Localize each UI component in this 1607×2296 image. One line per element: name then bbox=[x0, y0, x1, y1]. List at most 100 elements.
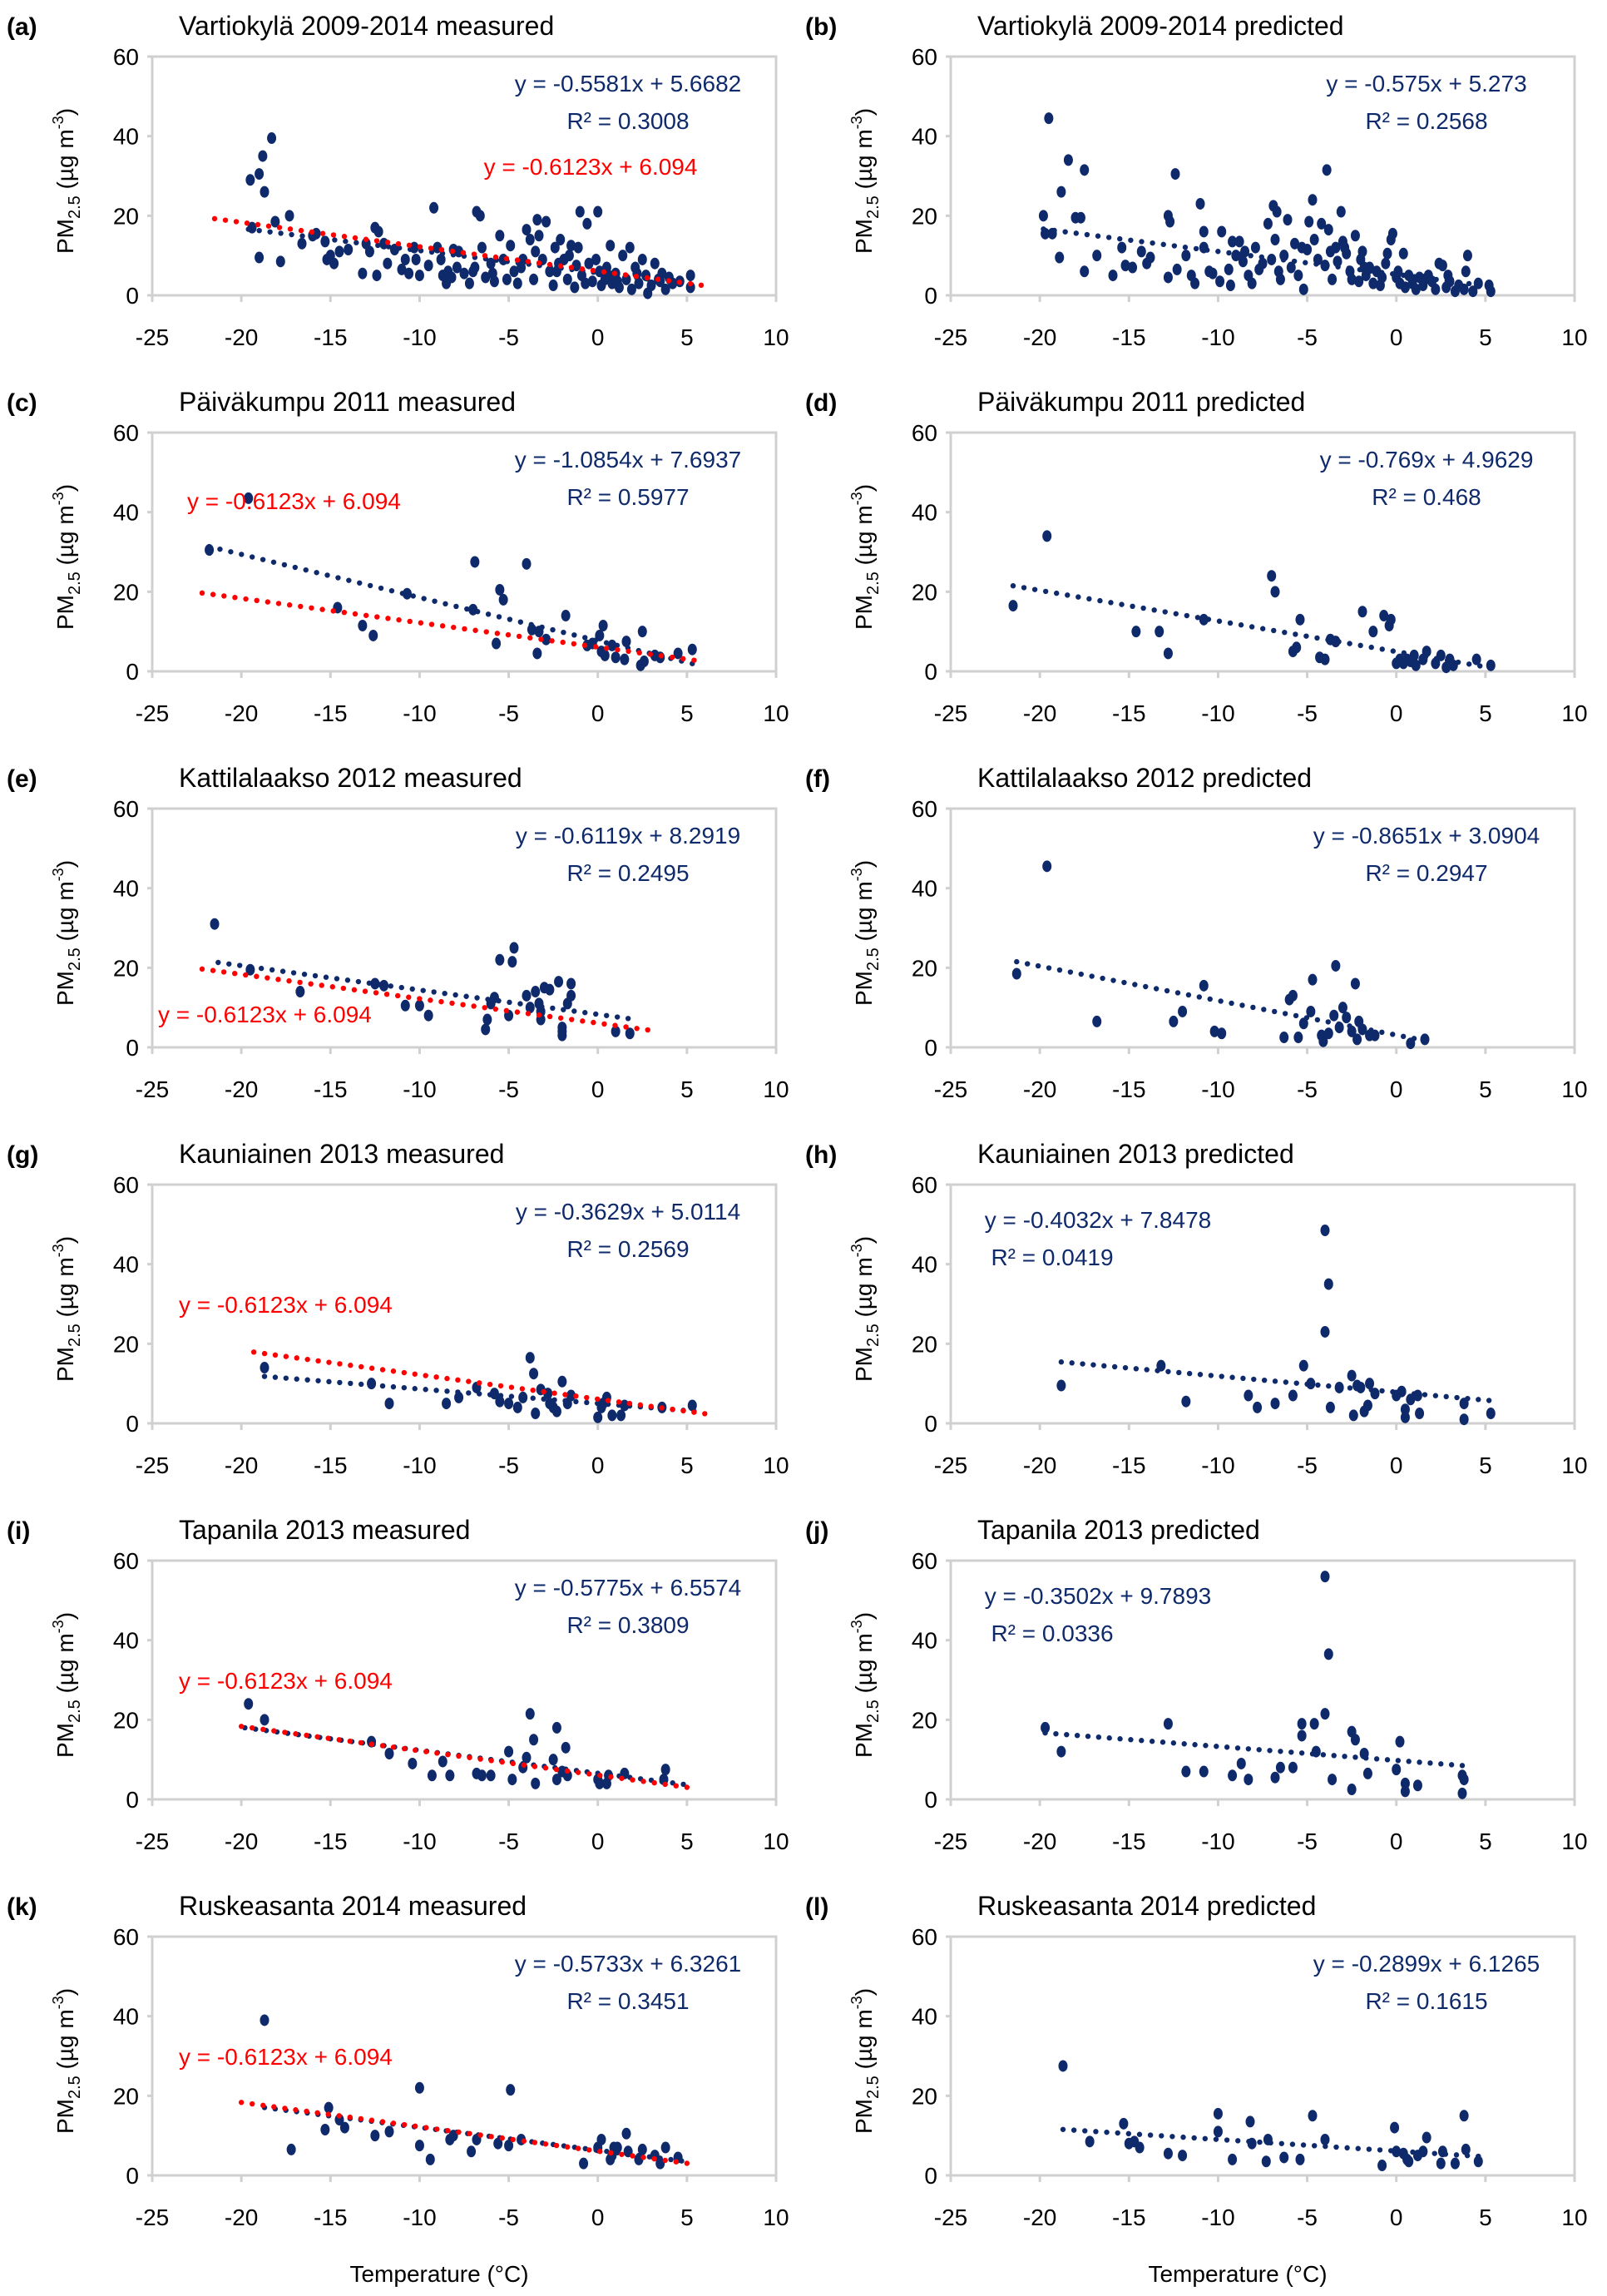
data-point bbox=[1386, 613, 1396, 626]
trendline-dot bbox=[1283, 1379, 1289, 1385]
trendline-dot bbox=[1207, 996, 1213, 1002]
trendline-dot bbox=[321, 235, 327, 242]
fit-equation: y = -0.3629x + 5.0114 bbox=[516, 1199, 740, 1225]
data-point bbox=[612, 2141, 622, 2154]
reference-trendline-dot bbox=[514, 257, 521, 263]
data-point bbox=[1457, 1787, 1467, 1799]
fit-equation: y = -0.3502x + 9.7893 bbox=[985, 1583, 1211, 1609]
data-point bbox=[275, 255, 285, 268]
data-point bbox=[1293, 270, 1303, 282]
data-point bbox=[1411, 283, 1421, 295]
x-tick-label: -20 bbox=[225, 700, 258, 726]
trendline-dot bbox=[412, 1386, 418, 1392]
data-point bbox=[1279, 2151, 1289, 2164]
trendline-dot bbox=[245, 226, 251, 232]
reference-trendline-dot bbox=[492, 1006, 498, 1012]
x-tick-label: -15 bbox=[1112, 1452, 1145, 1478]
trendline-dot bbox=[582, 635, 588, 641]
reference-trendline-dot bbox=[532, 2140, 538, 2145]
reference-trendline-dot bbox=[586, 2147, 592, 2153]
reference-trendline-dot bbox=[260, 1726, 266, 1733]
trendline-dot bbox=[561, 1007, 566, 1012]
data-point bbox=[1165, 215, 1175, 228]
reference-trendline-dot bbox=[645, 1027, 650, 1033]
data-point bbox=[1320, 1708, 1330, 1720]
trendline-dot bbox=[386, 244, 392, 250]
trendline-dot bbox=[562, 1398, 568, 1404]
reference-trendline-dot bbox=[379, 2119, 386, 2125]
reference-trendline-dot bbox=[584, 1394, 590, 1401]
reference-trendline-dot bbox=[553, 1766, 560, 1773]
trendline-dot bbox=[1214, 1744, 1219, 1749]
trendline-dot bbox=[407, 246, 413, 252]
trendline-dot bbox=[1384, 1757, 1391, 1763]
data-point bbox=[1347, 1369, 1357, 1382]
trendline-dot bbox=[294, 1376, 299, 1382]
reference-trendline-dot bbox=[282, 1729, 288, 1735]
data-point bbox=[489, 1388, 499, 1400]
reference-trendline-dot bbox=[286, 602, 293, 608]
trendline-dot bbox=[1346, 265, 1352, 271]
y-tick-label: 60 bbox=[113, 1924, 139, 1950]
trendline-dot bbox=[390, 1383, 397, 1390]
reference-trendline-dot bbox=[428, 621, 435, 627]
plot-area bbox=[949, 807, 1576, 1049]
trendline-dot bbox=[550, 1005, 556, 1012]
data-point bbox=[1297, 1718, 1307, 1730]
trendline-dot bbox=[1261, 1377, 1268, 1383]
reference-trendline-dot bbox=[612, 1022, 618, 1028]
y-tick-label: 60 bbox=[113, 420, 139, 446]
data-point bbox=[493, 2137, 503, 2150]
trendline-dot bbox=[1117, 235, 1123, 242]
x-tick-label: -10 bbox=[1201, 1828, 1234, 1854]
trendline-dot bbox=[281, 562, 288, 568]
trendline-dot bbox=[1377, 2147, 1383, 2153]
reference-trendline-dot bbox=[394, 992, 401, 999]
trendline-dot bbox=[375, 242, 381, 249]
trendline-dot bbox=[464, 606, 470, 612]
reference-trendline-dot bbox=[564, 2144, 571, 2150]
trendline-dot bbox=[1444, 278, 1451, 284]
x-tick-label: -10 bbox=[1201, 1452, 1234, 1478]
trendline-dot bbox=[551, 1397, 557, 1403]
trendline-dot bbox=[1399, 2148, 1405, 2155]
trendline-dot bbox=[1117, 1736, 1123, 1742]
fit-equation: y = -0.5733x + 6.3261 bbox=[515, 1951, 741, 1977]
trendline-dot bbox=[1464, 2153, 1471, 2159]
data-point bbox=[438, 1755, 447, 1768]
trendline-dot bbox=[1090, 1362, 1096, 1368]
trendline-dot bbox=[237, 962, 243, 968]
reference-trendline-dot bbox=[351, 987, 358, 993]
data-point bbox=[495, 1395, 505, 1408]
reference-trendline-dot bbox=[352, 611, 358, 617]
data-point bbox=[1279, 1032, 1289, 1044]
reference-trendline-dot bbox=[283, 1353, 289, 1359]
reference-trendline-dot bbox=[536, 1012, 542, 1018]
trendline-dot bbox=[496, 614, 502, 620]
data-point bbox=[1377, 2160, 1387, 2172]
trendline-dot bbox=[1326, 1383, 1332, 1389]
reference-trendline-dot bbox=[265, 223, 272, 229]
data-point bbox=[1295, 2153, 1305, 2165]
data-point bbox=[475, 210, 485, 222]
reference-trendline-dot bbox=[597, 1773, 603, 1779]
trendline-dot bbox=[1128, 1737, 1134, 1743]
reference-trendline-dot bbox=[413, 2123, 418, 2130]
data-point bbox=[1042, 530, 1052, 542]
data-point bbox=[1119, 2117, 1129, 2130]
data-point bbox=[625, 1027, 635, 1040]
x-tick-label: -20 bbox=[225, 2204, 258, 2230]
reference-trendline-dot bbox=[560, 639, 566, 646]
data-point bbox=[1011, 967, 1021, 980]
trendline-dot bbox=[1357, 642, 1363, 649]
trendline-dot bbox=[1208, 1373, 1214, 1378]
reference-trendline-dot bbox=[619, 1775, 625, 1781]
x-tick-label: -10 bbox=[403, 1452, 436, 1478]
reference-trendline-dot bbox=[395, 240, 402, 247]
data-point bbox=[612, 275, 622, 288]
data-point bbox=[1392, 1764, 1402, 1776]
reference-trendline-dot bbox=[326, 1359, 332, 1365]
data-point bbox=[1400, 281, 1410, 294]
trendline-dot bbox=[1311, 2143, 1318, 2149]
data-point bbox=[1323, 1648, 1333, 1660]
